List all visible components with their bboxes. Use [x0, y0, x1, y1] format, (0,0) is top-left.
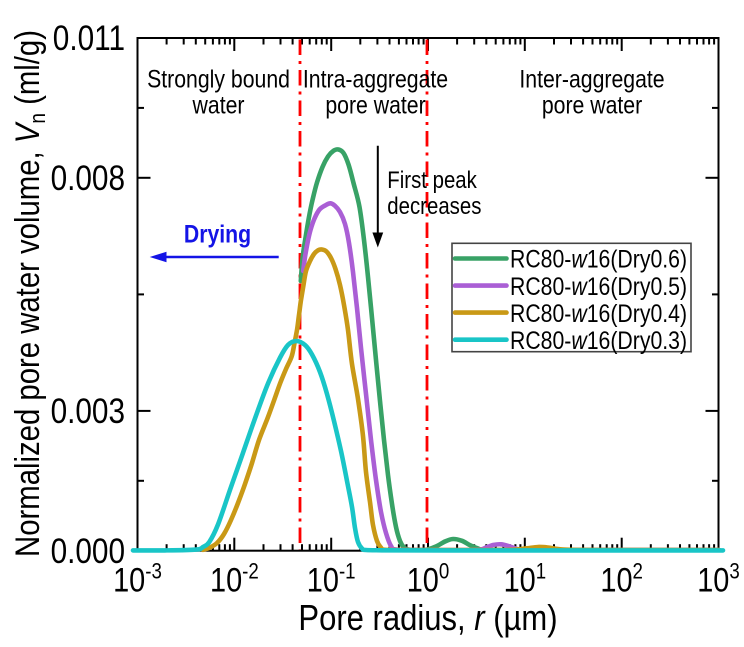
svg-text:First peak: First peak [387, 166, 477, 193]
svg-text:Strongly bound: Strongly bound [147, 65, 290, 93]
svg-text:0.003: 0.003 [51, 392, 125, 431]
svg-text:0.000: 0.000 [51, 532, 125, 571]
svg-text:Intra-aggregate: Intra-aggregate [303, 65, 448, 93]
svg-text:Drying: Drying [184, 220, 251, 248]
svg-text:0.008: 0.008 [51, 159, 125, 198]
svg-text:pore water: pore water [542, 91, 643, 119]
svg-text:Pore radius, r (µm): Pore radius, r (µm) [298, 598, 557, 639]
svg-text:RC80-w16(Dry0.6): RC80-w16(Dry0.6) [510, 245, 687, 273]
svg-text:10-3: 10-3 [113, 560, 162, 599]
svg-text:RC80-w16(Dry0.3): RC80-w16(Dry0.3) [510, 326, 687, 354]
svg-text:RC80-w16(Dry0.5): RC80-w16(Dry0.5) [510, 272, 687, 300]
svg-text:0.011: 0.011 [53, 19, 125, 58]
svg-text:RC80-w16(Dry0.4): RC80-w16(Dry0.4) [510, 299, 687, 327]
svg-text:Normalized pore water volume,: Normalized pore water volume, Vn (ml/g) [8, 30, 51, 557]
svg-text:water: water [192, 91, 245, 119]
svg-text:10-2: 10-2 [210, 560, 259, 599]
svg-text:Inter-aggregate: Inter-aggregate [519, 65, 664, 93]
svg-text:decreases: decreases [387, 192, 481, 219]
svg-text:pore water: pore water [325, 91, 426, 119]
